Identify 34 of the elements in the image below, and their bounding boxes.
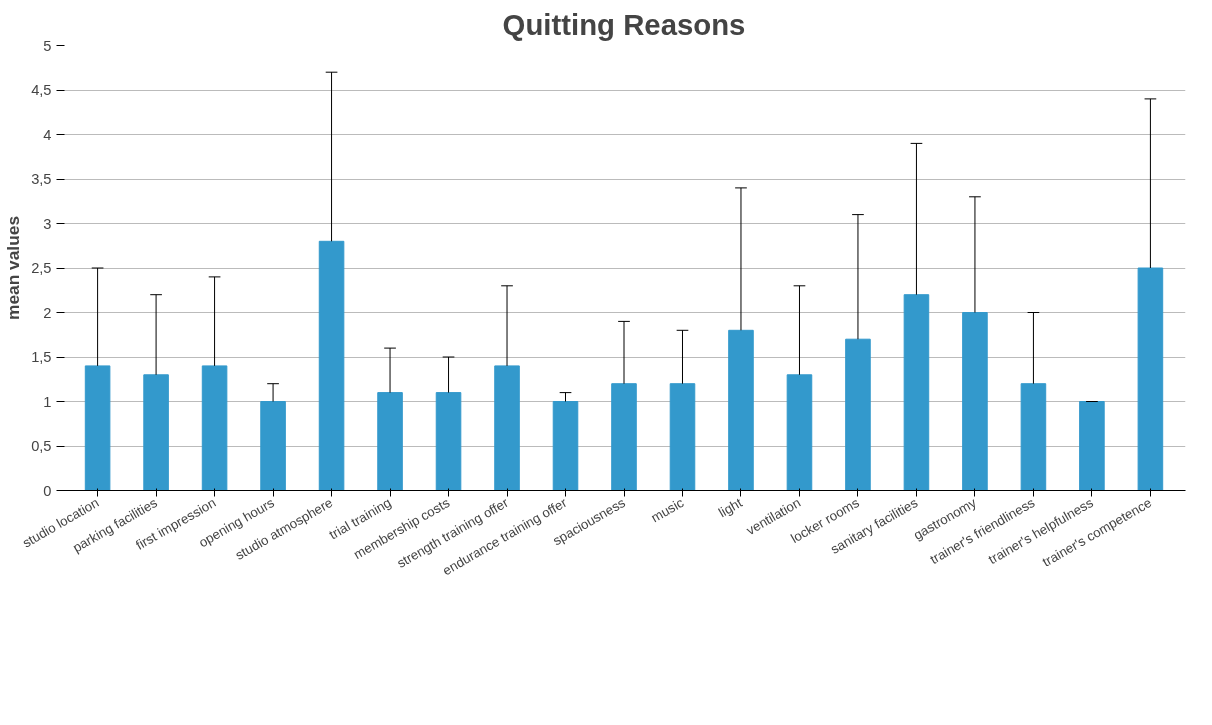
y-tick-label: 1,5 bbox=[31, 349, 52, 365]
y-tick-label: 4,5 bbox=[31, 82, 52, 98]
y-tick-label: 0 bbox=[43, 482, 52, 499]
bar bbox=[611, 383, 637, 491]
bar bbox=[1079, 401, 1105, 491]
y-tick-label: 3,5 bbox=[31, 171, 52, 187]
bar bbox=[962, 312, 988, 491]
bar bbox=[494, 365, 520, 491]
y-tick-label: 2 bbox=[43, 304, 52, 321]
bar bbox=[318, 240, 345, 491]
bar bbox=[1137, 267, 1164, 491]
y-axis-title: mean values bbox=[3, 215, 24, 321]
bar bbox=[201, 365, 228, 491]
y-tick-label: 4 bbox=[43, 126, 52, 143]
bar bbox=[786, 374, 813, 491]
bar bbox=[1020, 383, 1047, 491]
bar bbox=[903, 294, 930, 491]
bar bbox=[143, 374, 169, 491]
bar bbox=[435, 392, 462, 491]
y-tick-label: 3 bbox=[43, 215, 52, 232]
bar bbox=[669, 383, 696, 491]
chart-title: Quitting Reasons bbox=[502, 7, 746, 41]
y-tick-label: 0,5 bbox=[31, 438, 52, 454]
y-tick-label: 5 bbox=[43, 37, 52, 54]
bar bbox=[84, 365, 111, 491]
bar bbox=[260, 401, 286, 491]
y-tick-label: 2,5 bbox=[31, 260, 52, 276]
bar bbox=[552, 401, 579, 491]
x-tick-label: music bbox=[648, 494, 687, 526]
bar bbox=[377, 392, 403, 491]
y-tick-label: 1 bbox=[43, 393, 52, 410]
x-tick-label: light bbox=[716, 494, 745, 521]
bar bbox=[845, 338, 871, 491]
bar bbox=[728, 329, 754, 491]
